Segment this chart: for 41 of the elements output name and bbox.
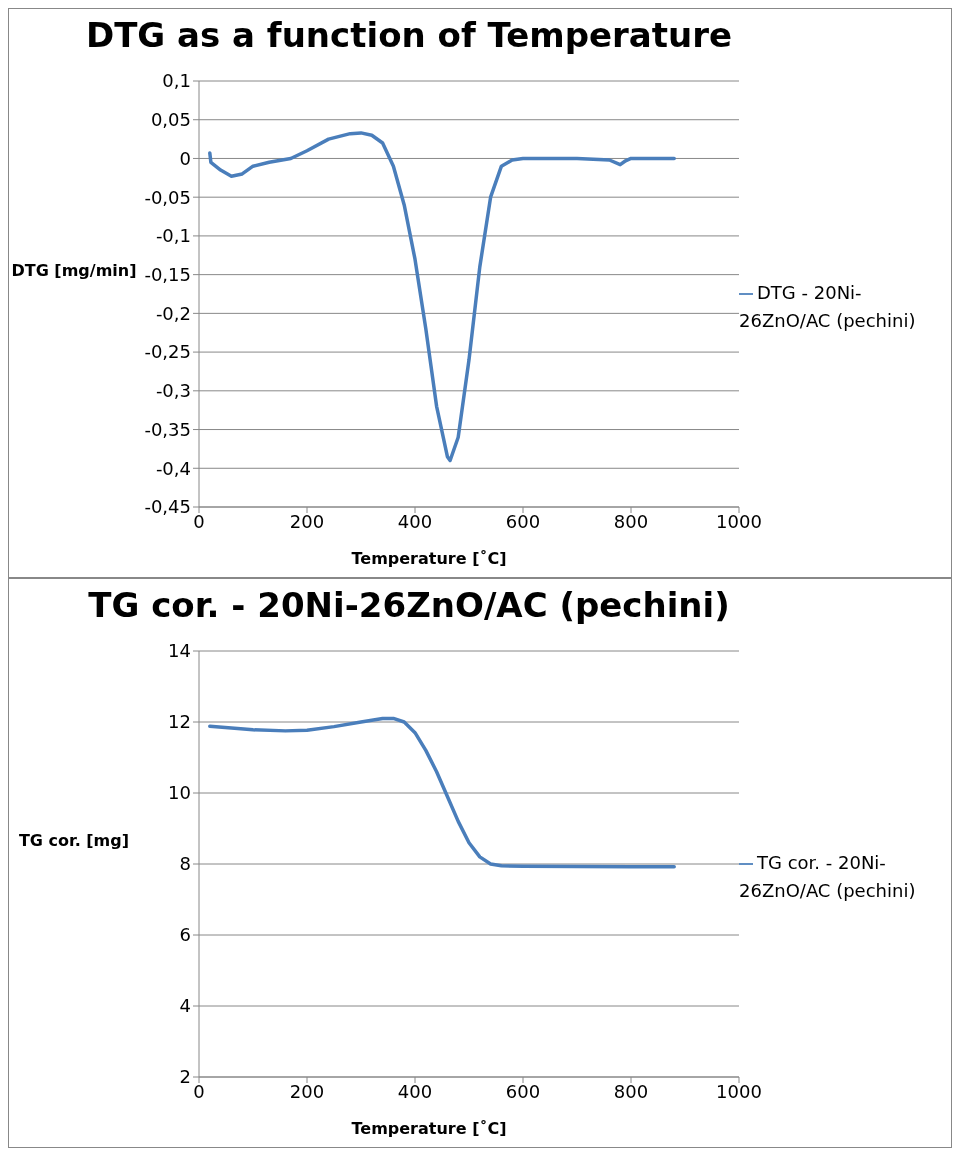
x-tick-label: 800 [613,1080,649,1102]
x-axis-title: Temperature [˚C] [350,549,508,568]
y-tick-label: -0,45 [144,496,191,518]
line-series [208,716,676,869]
y-tick-label: 2 [179,1066,191,1088]
x-tick-label: 400 [397,1080,433,1102]
y-tick-label: -0,3 [155,380,191,402]
x-axis-title: Temperature [˚C] [350,1119,508,1138]
x-tick-label: 600 [505,510,541,532]
y-tick-label: 6 [179,924,191,946]
legend-label: DTG - 20Ni-26ZnO/AC (pechini) [739,282,916,331]
y-tick-label: -0,05 [144,186,191,208]
y-tick-label: -0,35 [144,418,191,440]
y-tick-label: 0,1 [162,70,191,92]
x-tick-label: 1000 [716,1080,762,1102]
x-tick-label: 0 [193,510,205,532]
x-tick-label: 1000 [716,510,762,532]
y-axis-title: TG cor. [mg] [17,830,131,852]
y-tick-label: -0,15 [144,264,191,286]
legend-label: TG cor. - 20Ni-26ZnO/AC (pechini) [739,852,916,901]
y-tick-label: 8 [179,853,191,875]
y-tick-label: 0 [179,147,191,169]
y-tick-label: 14 [168,640,191,662]
y-tick-label: -0,4 [155,457,191,479]
x-tick-label: 400 [397,510,433,532]
y-tick-label: -0,25 [144,341,191,363]
y-tick-label: -0,2 [155,302,191,324]
y-tick-label: 12 [168,711,191,733]
x-tick-label: 200 [289,1080,325,1102]
y-tick-label: 4 [179,995,191,1017]
chart-title: TG cor. - 20Ni-26ZnO/AC (pechini) [87,585,731,625]
y-tick-label: 0,05 [150,109,191,131]
line-series [208,131,676,463]
y-tick-label: -0,1 [155,225,191,247]
x-tick-label: 0 [193,1080,205,1102]
y-axis-title: DTG [mg/min] [10,260,138,282]
x-tick-label: 200 [289,510,325,532]
x-tick-label: 600 [505,1080,541,1102]
chart-title: DTG as a function of Temperature [84,15,734,55]
y-tick-label: 10 [168,782,191,804]
x-tick-label: 800 [613,510,649,532]
